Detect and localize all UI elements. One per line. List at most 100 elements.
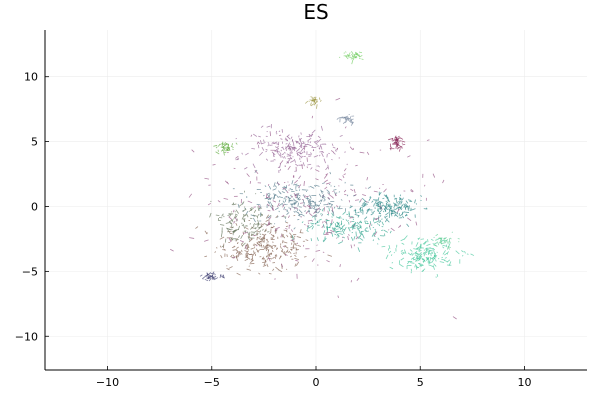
data-point [308, 201, 312, 205]
data-point [272, 200, 277, 203]
data-point [287, 165, 291, 170]
data-point [286, 153, 290, 156]
data-point [327, 202, 333, 205]
data-point [213, 273, 216, 275]
data-point [366, 210, 369, 214]
data-point [228, 237, 232, 243]
data-point [284, 245, 287, 247]
data-point [423, 241, 427, 245]
data-point [309, 194, 312, 199]
data-point [359, 208, 363, 212]
data-point [267, 253, 271, 257]
data-point [244, 250, 248, 253]
data-point [296, 261, 300, 266]
data-point [252, 217, 256, 223]
data-point [327, 197, 331, 200]
data-point [331, 222, 333, 226]
data-point [345, 219, 348, 221]
data-point [266, 196, 271, 199]
data-point [228, 266, 233, 269]
data-point [307, 163, 312, 166]
data-point [350, 188, 354, 192]
data-point [339, 233, 344, 235]
data-point [252, 163, 256, 169]
data-point [430, 254, 432, 257]
data-point [358, 229, 361, 234]
data-point [248, 210, 251, 212]
data-point [418, 253, 423, 258]
data-point [394, 135, 397, 139]
data-point [248, 231, 251, 236]
data-point [397, 225, 401, 228]
data-point [425, 248, 428, 252]
data-point [249, 226, 255, 230]
data-point [422, 240, 427, 245]
data-point [285, 146, 287, 151]
data-point [284, 137, 289, 141]
data-point [289, 156, 293, 160]
data-point [289, 232, 293, 238]
data-point [394, 197, 397, 200]
data-point [244, 226, 249, 230]
data-point [206, 232, 208, 235]
data-point [260, 214, 263, 218]
data-point [295, 163, 299, 167]
data-point [333, 152, 336, 155]
data-point [343, 173, 346, 175]
data-point [289, 199, 292, 202]
data-point [429, 258, 432, 262]
data-point [345, 120, 348, 124]
data-point [272, 205, 274, 211]
data-point [217, 200, 221, 203]
data-point [238, 235, 241, 238]
data-point [221, 141, 224, 147]
data-point [357, 220, 362, 225]
data-point [300, 160, 302, 163]
data-point [304, 144, 308, 146]
data-point [366, 151, 370, 155]
data-point [350, 118, 354, 121]
data-point [348, 199, 351, 203]
data-point [318, 199, 323, 203]
data-point [331, 212, 334, 217]
data-point [270, 246, 274, 249]
data-point [278, 210, 280, 213]
y-tick-label: 10 [24, 71, 38, 84]
data-point [250, 259, 254, 264]
data-point [283, 151, 286, 154]
data-point [264, 243, 269, 247]
data-point [298, 189, 301, 191]
data-point [335, 230, 339, 233]
data-point [352, 147, 355, 150]
data-point [383, 188, 387, 193]
data-point [289, 255, 293, 258]
data-point [291, 146, 296, 150]
data-point [260, 213, 263, 216]
data-point [414, 199, 416, 204]
data-point [280, 255, 282, 258]
data-point [270, 252, 273, 255]
data-point [390, 212, 393, 217]
data-point [268, 193, 271, 198]
data-point [206, 272, 209, 276]
data-point [350, 121, 354, 126]
data-point [341, 236, 344, 239]
data-point [265, 214, 270, 219]
data-point [342, 236, 346, 239]
data-point [247, 244, 249, 246]
data-point [387, 199, 391, 203]
data-point [345, 55, 348, 58]
data-point [323, 230, 326, 235]
data-point [326, 218, 328, 221]
data-point [342, 175, 345, 179]
data-point [317, 135, 321, 139]
data-point [263, 244, 265, 250]
data-point [250, 214, 256, 217]
y-tick-label: 5 [31, 136, 38, 149]
data-point [315, 204, 320, 206]
data-point [275, 253, 277, 259]
data-point [371, 211, 373, 213]
data-point [341, 229, 345, 235]
data-point [417, 257, 422, 262]
